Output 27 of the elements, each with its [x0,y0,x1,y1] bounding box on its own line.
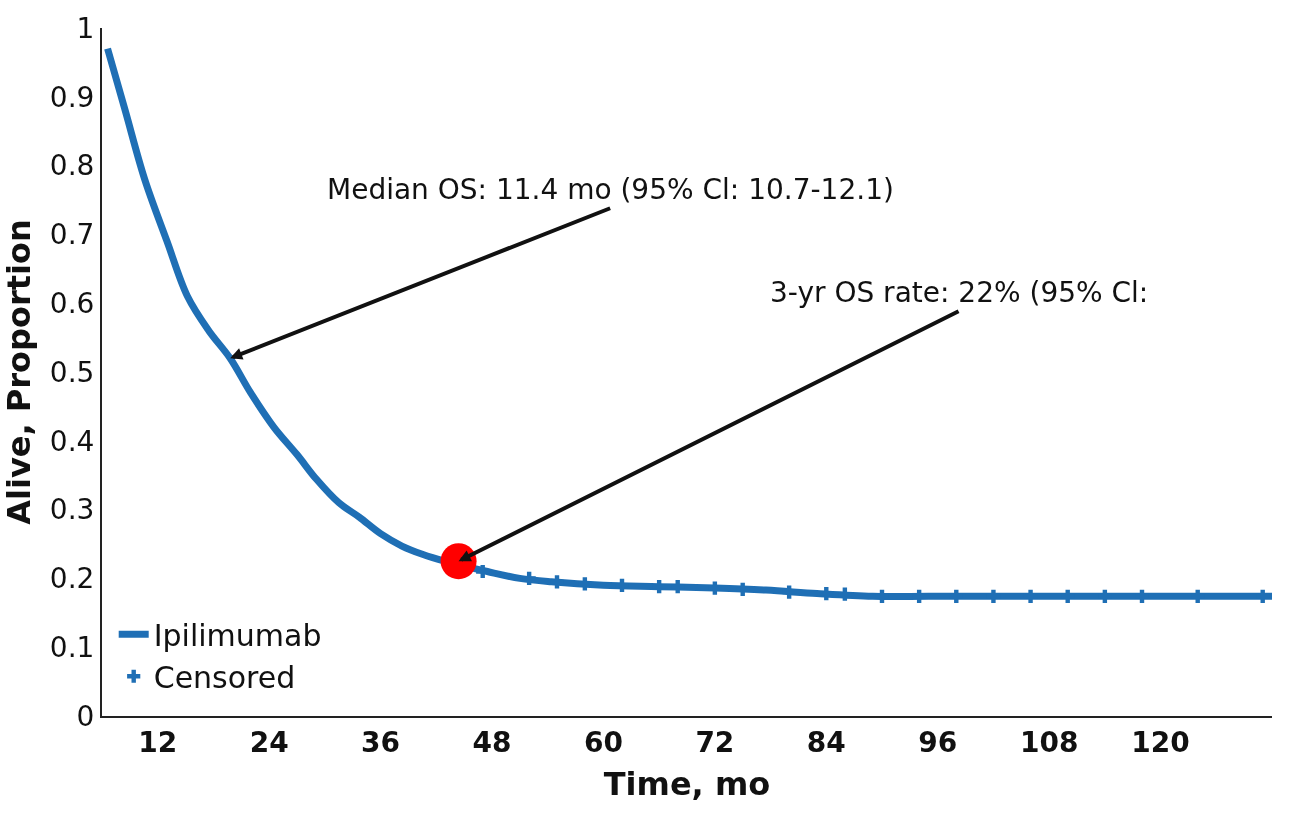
y-tick-label: 0.9 [49,80,95,114]
y-tick-label: 0 [76,699,95,733]
y-tick-label: 0.8 [49,149,95,183]
y-tick-label: 0.4 [49,424,95,458]
x-tick-label: 120 [1131,725,1190,759]
x-tick-label: 24 [249,725,289,759]
legend-label: Ipilimumab [153,617,322,653]
x-tick-label: 12 [138,725,178,759]
x-tick-label: 72 [695,725,735,759]
y-tick-label: 0.7 [49,218,95,252]
y-tick-label: 0.3 [49,493,95,527]
annotation: 3-yr OS rate: 22% (95% Cl: [770,276,1149,309]
x-axis-title: Time, mo [603,765,771,803]
x-tick-label: 96 [918,725,958,759]
x-tick-label: 84 [806,725,846,759]
x-tick-label: 60 [583,725,623,759]
x-tick-label: 48 [472,725,512,759]
y-tick-label: 0.2 [49,562,95,596]
y-tick-label: 0.5 [49,355,95,389]
y-tick-label: 0.6 [49,287,95,320]
x-tick-label: 108 [1019,725,1079,759]
x-tick-label: 36 [361,725,401,759]
y-tick-label: 0.1 [49,631,95,664]
y-axis-title: Alive, Proportion [0,219,38,525]
legend-label: Censored [153,659,296,695]
annotation: Median OS: 11.4 mo (95% Cl: 10.7-12.1) [327,173,894,206]
y-tick-label: 1 [76,11,95,45]
